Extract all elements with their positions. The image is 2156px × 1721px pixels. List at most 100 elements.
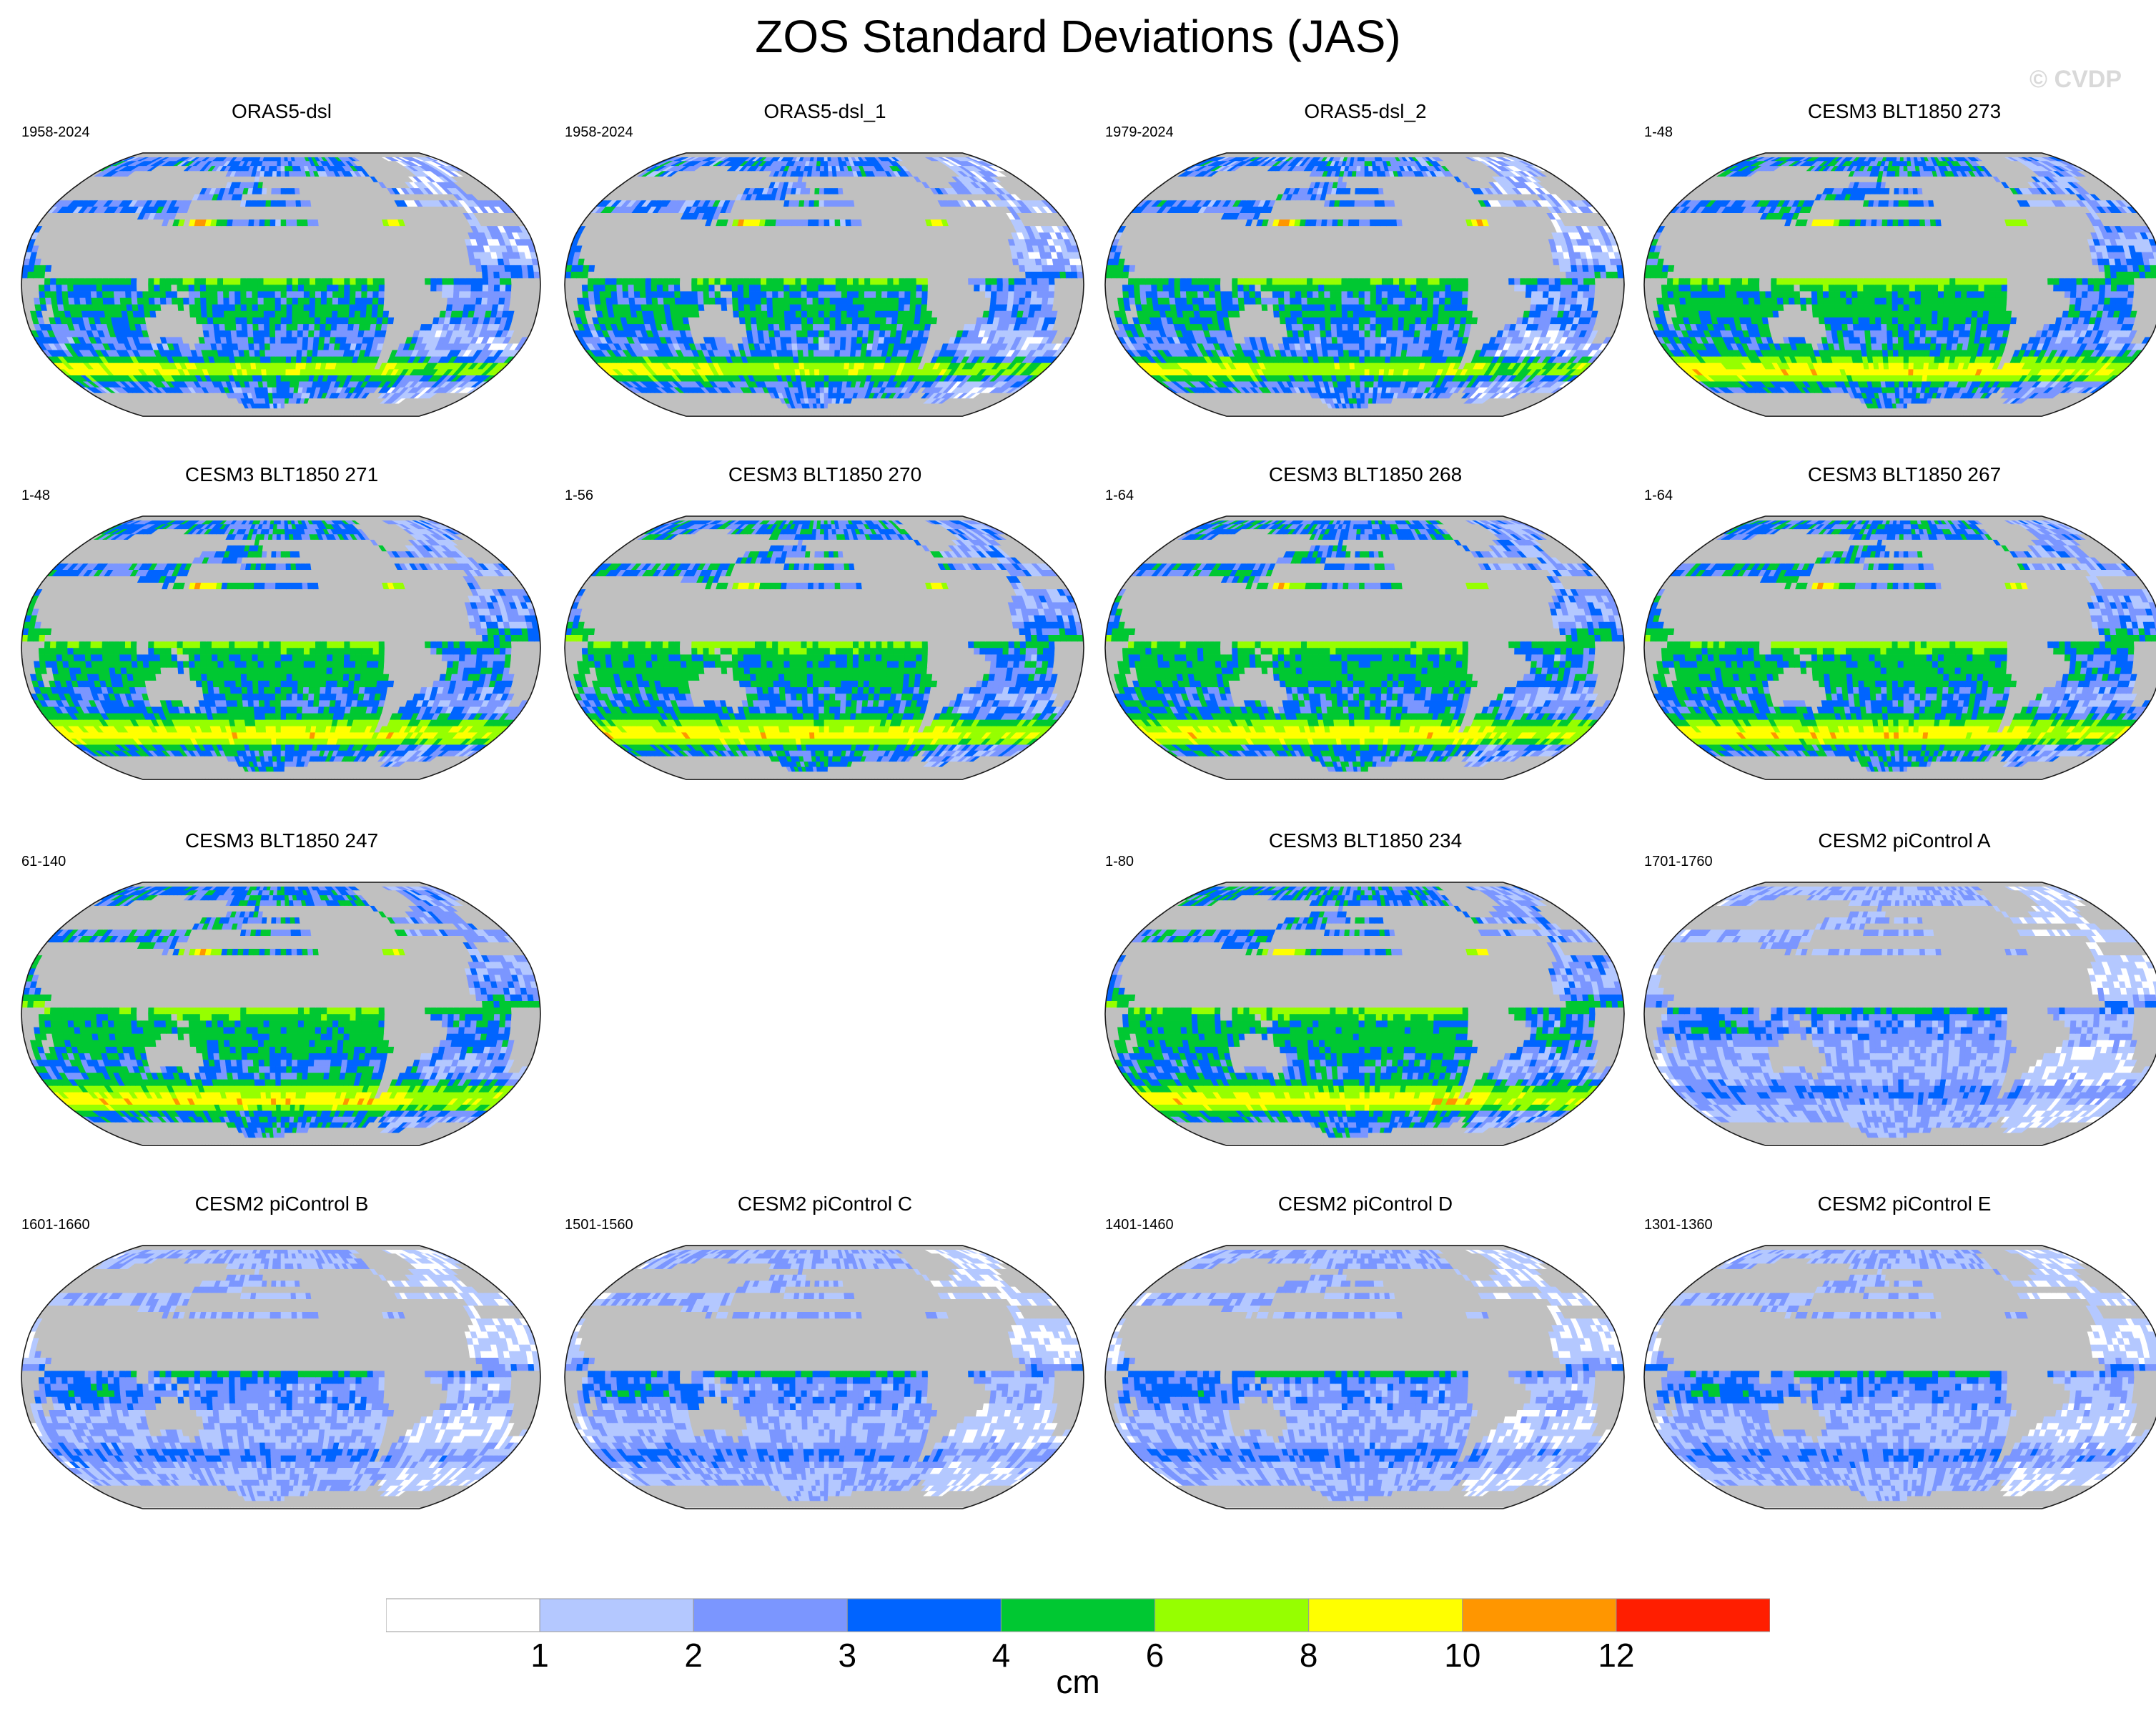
land-cell (343, 252, 350, 258)
zos-cell (189, 278, 194, 285)
land-cell (127, 259, 133, 265)
zos-cell (237, 343, 244, 350)
zos-cell (302, 343, 308, 350)
land-cell (281, 239, 287, 245)
zos-cell (313, 337, 319, 343)
zos-cell (367, 304, 373, 310)
zos-cell (125, 285, 131, 291)
zos-cell (816, 393, 820, 398)
land-cell (361, 265, 367, 272)
zos-cell (287, 278, 292, 285)
zos-cell (494, 272, 500, 278)
zos-cell (119, 285, 125, 291)
zos-cell (321, 311, 327, 317)
land-cell (287, 272, 292, 278)
zos-cell (298, 304, 304, 310)
zos-cell (259, 324, 264, 330)
zos-cell (281, 337, 287, 343)
land-cell (453, 272, 460, 278)
land-cell (235, 272, 241, 278)
zos-cell (50, 285, 56, 291)
zos-cell (258, 311, 264, 317)
zos-cell (337, 317, 344, 324)
land-cell (132, 272, 138, 278)
land-cell (362, 272, 367, 278)
land-cell (270, 239, 275, 245)
land-cell (360, 252, 367, 258)
zos-cell (241, 304, 247, 310)
zos-cell (258, 285, 264, 291)
land-cell (241, 252, 247, 258)
zos-cell (195, 304, 202, 310)
land-cell (68, 272, 74, 278)
zos-cell (237, 337, 244, 343)
land-cell (315, 272, 321, 278)
zos-cell (447, 297, 453, 304)
zos-cell (287, 311, 292, 317)
land-cell (109, 259, 116, 265)
zos-cell (499, 265, 505, 272)
zos-cell (247, 324, 253, 330)
zos-cell (281, 171, 285, 177)
zos-cell (256, 200, 262, 207)
zos-cell (465, 291, 471, 297)
land-cell (511, 278, 517, 285)
land-cell (441, 297, 447, 304)
land-cell (342, 232, 348, 239)
land-cell (307, 207, 312, 213)
zos-cell (510, 265, 517, 272)
zos-cell (102, 285, 108, 291)
zos-cell (448, 278, 454, 285)
land-cell (303, 239, 309, 245)
land-cell (92, 265, 98, 272)
land-cell (277, 182, 281, 188)
land-cell (350, 265, 355, 272)
land-cell (353, 239, 360, 245)
zos-cell (295, 369, 301, 375)
land-cell (401, 297, 407, 304)
zos-cell (109, 297, 115, 304)
zos-cell (805, 375, 810, 382)
land-cell (39, 278, 44, 285)
zos-cell (212, 297, 218, 304)
zos-cell (249, 220, 254, 226)
zos-cell (281, 157, 285, 161)
zos-cell (285, 388, 290, 393)
land-cell (218, 252, 224, 258)
zos-cell (224, 311, 229, 317)
zos-cell (442, 291, 448, 297)
zos-cell (365, 317, 372, 324)
land-cell (332, 245, 337, 252)
zos-cell (814, 363, 819, 369)
map-panel-grid: ORAS5-dsl 1958-2024 ORAS5-dsl_1 1958-2024 OR… (0, 0, 2156, 1573)
land-cell (396, 285, 402, 291)
land-cell (219, 245, 225, 252)
zos-cell (252, 291, 258, 297)
land-cell (230, 245, 236, 252)
zos-cell (225, 330, 232, 337)
land-cell (385, 278, 390, 285)
land-cell (247, 259, 252, 265)
zos-cell (292, 304, 298, 310)
land-cell (382, 245, 389, 252)
zos-cell (304, 311, 310, 317)
zos-cell (189, 291, 194, 297)
zos-cell (371, 317, 377, 324)
land-cell (264, 232, 270, 239)
zos-cell (313, 343, 319, 350)
land-cell (212, 265, 218, 272)
zos-cell (258, 291, 264, 297)
zos-cell (307, 350, 312, 356)
zos-cell (200, 297, 206, 304)
land-cell (253, 239, 259, 245)
land-cell (304, 252, 310, 258)
land-cell (821, 408, 824, 412)
land-cell (372, 252, 378, 258)
land-cell (21, 285, 28, 291)
land-cell (242, 226, 248, 232)
land-cell (179, 252, 185, 258)
zos-cell (281, 304, 287, 310)
zos-cell (218, 311, 224, 317)
zos-cell (177, 278, 183, 285)
zos-cell (505, 285, 512, 291)
